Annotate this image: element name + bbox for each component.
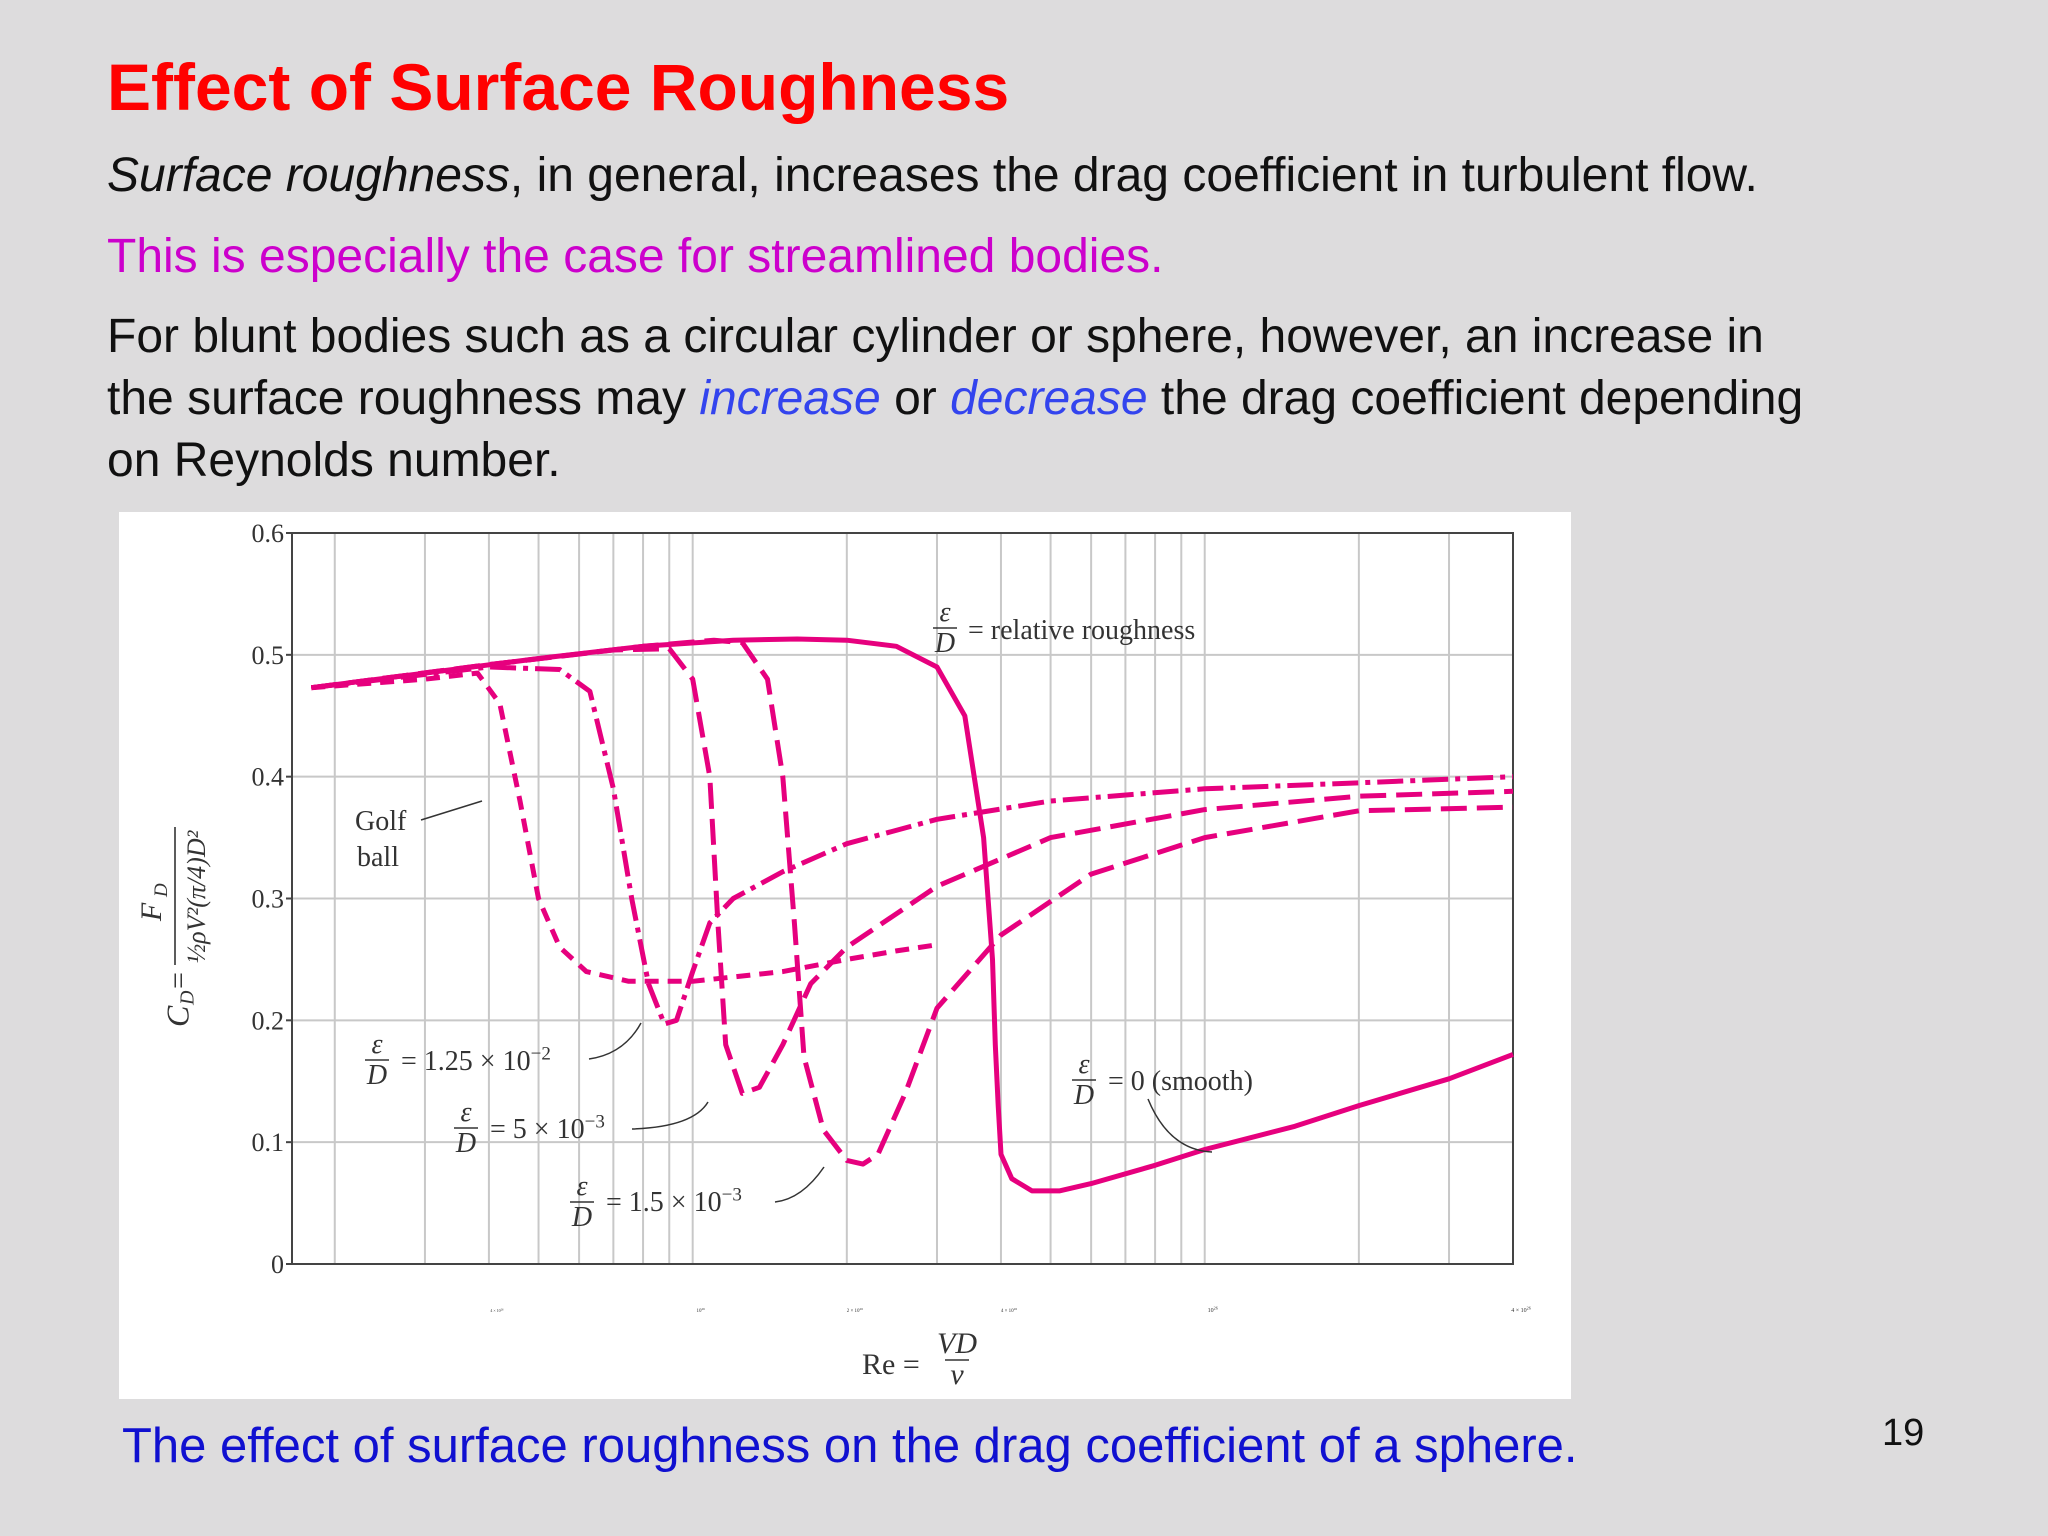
label-15e-3-fraction-denominator: D — [571, 1202, 592, 1233]
paragraph-3: For blunt bodies such as a circular cyli… — [107, 306, 1803, 492]
y-tick-label: 0.4 — [252, 763, 285, 792]
label-15e-3-fraction-numerator: ε — [576, 1171, 587, 1202]
y-axis-label-cd: C — [159, 1005, 195, 1027]
x-axis-label-fraction-numerator: VD — [937, 1327, 977, 1360]
word-increase: increase — [699, 372, 881, 425]
label-15e-3-leader — [774, 1166, 825, 1203]
label-125e-2-fraction: εD — [365, 1029, 389, 1091]
y-tick-label: 0.6 — [252, 519, 285, 548]
y-axis-label-numerator: F — [135, 902, 168, 922]
x-tick-label: 4 × 1026 — [1001, 1307, 1018, 1314]
label-5e-3-fraction: εD — [454, 1097, 478, 1159]
x-tick-label: 4 × 1026 — [490, 1308, 504, 1313]
label-5e-3-fraction-numerator: ε — [460, 1097, 471, 1128]
drag-coefficient-chart: 0 0.1 0.2 0.3 0.4 0.5 0.6 4 × 1026 1026 2 × 1026 4… — [135, 519, 1531, 1391]
label-smooth-fraction-denominator: D — [1073, 1080, 1094, 1111]
golf-ball-leader — [420, 800, 483, 821]
y-axis-label-numerator-sub: D — [151, 883, 172, 898]
series-curve-1 — [310, 637, 1514, 1167]
series-curve-3 — [311, 664, 1514, 1027]
label-smooth-fraction: εD — [1072, 1049, 1096, 1111]
y-tick-label: 0.5 — [252, 641, 285, 670]
x-axis-label-fraction-denominator: ν — [950, 1358, 964, 1391]
relative-roughness-fraction: εD — [933, 597, 957, 659]
label-5e-3-fraction-denominator: D — [455, 1128, 476, 1159]
y-tick-label: 0.1 — [252, 1128, 285, 1157]
paragraph-3-line-3: on Reynolds number. — [107, 434, 561, 487]
label-5e-3-leader — [631, 1101, 709, 1130]
word-decrease: decrease — [950, 372, 1148, 425]
label-125e-2-leader — [588, 1022, 642, 1060]
label-15e-3-value: = 1.5 × 10−3 — [606, 1184, 742, 1218]
label-smooth-fraction-numerator: ε — [1078, 1049, 1089, 1080]
paragraph-3-line-1: For blunt bodies such as a circular cyli… — [107, 310, 1764, 363]
paragraph-1-rest: , in general, increases the drag coeffic… — [509, 149, 1758, 202]
label-smooth-leader — [1147, 1098, 1213, 1153]
y-axis-label-cd-sub: D — [177, 990, 199, 1006]
y-axis-label-equals: = — [162, 972, 195, 989]
paragraph-2-highlight: This is especially the case for streamli… — [107, 230, 1164, 283]
x-axis-label-fraction: VDν — [937, 1327, 977, 1391]
slide-title: Effect of Surface Roughness — [107, 50, 1010, 124]
label-smooth-value: = 0 (smooth) — [1108, 1066, 1253, 1097]
series-curve-0 — [310, 636, 1514, 1194]
golf-ball-label-line2: ball — [357, 842, 399, 873]
p3-text-or: or — [880, 372, 951, 425]
x-tick-label: 1026 — [1208, 1306, 1218, 1314]
y-axis-label-denominator: ½ρV²(π/4)D² — [182, 829, 211, 963]
label-125e-2-value: = 1.25 × 10−2 — [401, 1043, 551, 1077]
term-surface-roughness: Surface roughness — [107, 149, 510, 202]
figure-caption: The effect of surface roughness on the d… — [122, 1419, 1578, 1473]
label-15e-3-fraction: εD — [570, 1171, 594, 1233]
label-125e-2-fraction-denominator: D — [366, 1060, 387, 1091]
page-number: 19 — [1882, 1412, 1925, 1454]
series-curve-4 — [311, 670, 938, 984]
relative-roughness-fraction-denominator: D — [934, 628, 955, 659]
chart-panel: 0 0.1 0.2 0.3 0.4 0.5 0.6 4 × 1026 1026 2 × 1026 4… — [119, 512, 1571, 1399]
x-tick-label: 4 × 1026 — [1511, 1306, 1530, 1314]
p3-text-a: the surface roughness may — [107, 372, 700, 425]
y-tick-label: 0 — [271, 1250, 284, 1279]
y-tick-label: 0.2 — [252, 1006, 285, 1035]
label-5e-3-value: = 5 × 10−3 — [490, 1111, 605, 1145]
y-axis-label: CD=FD ½ρV²(π/4)D² — [135, 827, 211, 1027]
series-curve-2 — [310, 646, 1514, 1096]
relative-roughness-label: = relative roughness — [968, 615, 1195, 646]
relative-roughness-fraction-numerator: ε — [939, 597, 950, 628]
x-tick-label: 2 × 1026 — [847, 1307, 864, 1314]
paragraph-3-line-2: the surface roughness may increase or de… — [107, 368, 1803, 430]
x-axis-label-prefix: Re = — [862, 1348, 920, 1381]
y-tick-label: 0.3 — [252, 885, 285, 914]
golf-ball-label-line1: Golf — [355, 806, 407, 837]
x-tick-label: 1026 — [696, 1307, 705, 1314]
paragraph-1: Surface roughness, in general, increases… — [107, 145, 1758, 207]
p3-text-b: the drag coefficient depending — [1147, 372, 1804, 425]
label-125e-2-fraction-numerator: ε — [371, 1029, 382, 1060]
